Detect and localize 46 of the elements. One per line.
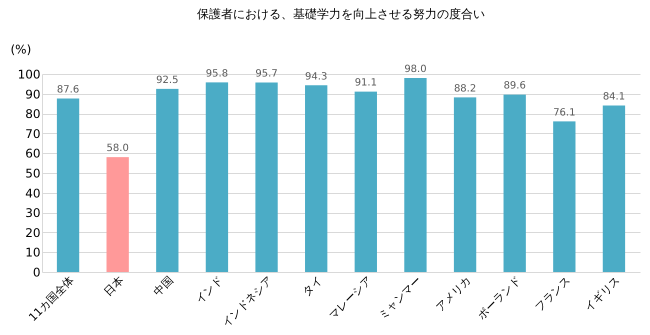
- y-tick-label: 10: [25, 246, 40, 260]
- bar: [206, 82, 228, 272]
- y-tick-label: 20: [25, 226, 40, 240]
- bar: [404, 78, 427, 272]
- data-label: 87.6: [56, 84, 80, 96]
- y-axis-title: (%): [10, 42, 32, 56]
- x-tick-label: アメリカ: [433, 274, 474, 314]
- bar: [156, 88, 178, 272]
- x-tick-label: ミャンマー: [376, 274, 424, 322]
- bar: [354, 92, 377, 272]
- y-tick-label: 100: [18, 68, 40, 82]
- x-tick-label: ポーランド: [475, 274, 524, 322]
- bar: [504, 94, 526, 272]
- data-label: 95.7: [255, 68, 278, 80]
- data-label: 88.2: [454, 83, 476, 94]
- data-label: 95.8: [206, 68, 228, 80]
- y-tick-label: 40: [25, 186, 40, 200]
- data-label: 94.3: [305, 71, 328, 82]
- x-tick-label: 日本: [101, 274, 126, 299]
- bar: [106, 157, 129, 272]
- y-tick-label: 90: [25, 87, 40, 102]
- y-tick-label: 30: [25, 206, 40, 220]
- y-tick-label: 50: [25, 166, 40, 180]
- data-label: 98.0: [404, 64, 427, 75]
- y-tick-label: 80: [25, 107, 40, 122]
- data-label: 58.0: [106, 143, 129, 154]
- data-label: 92.5: [156, 74, 178, 86]
- bar: [602, 105, 626, 272]
- data-label: 91.1: [354, 78, 377, 89]
- x-tick-label: 中国: [151, 274, 176, 299]
- bar: [255, 82, 278, 272]
- bar: [305, 85, 328, 272]
- x-tick-label: イギリス: [582, 274, 622, 314]
- bar: [56, 98, 80, 272]
- x-tick-label: フランス: [532, 274, 573, 314]
- data-label: 84.1: [602, 91, 626, 102]
- y-tick-label: 0: [32, 266, 40, 280]
- bar: [553, 121, 576, 272]
- x-tick-label: マレーシア: [326, 274, 374, 322]
- y-tick-label: 70: [25, 126, 40, 141]
- data-label: 89.6: [504, 80, 526, 92]
- bar: [454, 97, 476, 272]
- y-tick-label: 60: [25, 146, 40, 161]
- data-label: 76.1: [553, 107, 576, 118]
- chart-title: 保護者における、基礎学力を向上させる努力の度合い: [197, 7, 485, 21]
- x-tick-label: タイ: [300, 274, 325, 299]
